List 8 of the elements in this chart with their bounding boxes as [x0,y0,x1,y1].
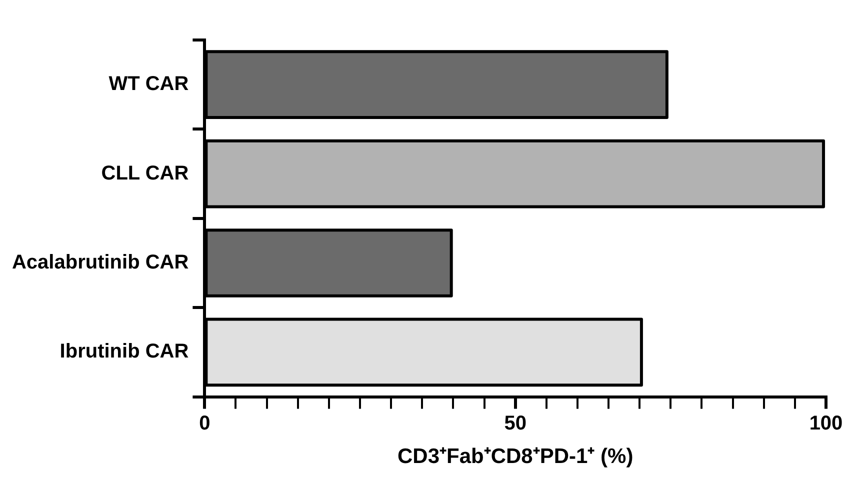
x-axis-title: CD3⁺Fab⁺CD8⁺PD-1⁺ (%) [397,445,634,468]
y-tick-label: Ibrutinib CAR [60,340,190,363]
y-tick-label: WT CAR [108,73,190,96]
y-tick-label: CLL CAR [101,162,190,184]
x-tick-label: 50 [504,412,526,434]
y-tick-label: Acalabrutinib CAR [12,252,190,274]
x-tick-label: 100 [809,412,843,434]
x-tick-label: 0 [199,412,210,434]
